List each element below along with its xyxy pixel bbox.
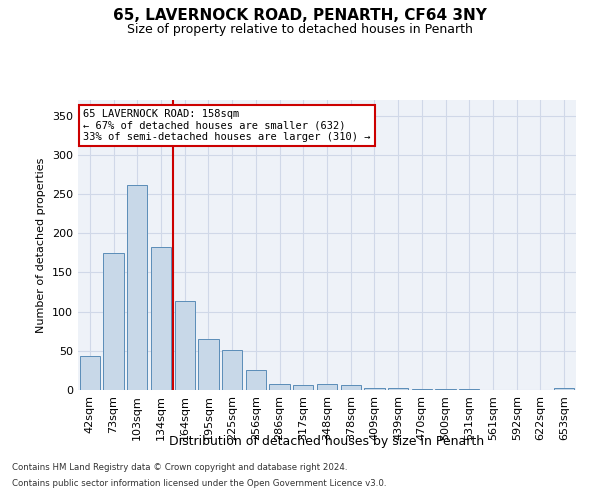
- Bar: [412, 389, 432, 390]
- Bar: [269, 384, 290, 390]
- Y-axis label: Number of detached properties: Number of detached properties: [37, 158, 46, 332]
- Bar: [436, 389, 455, 390]
- Bar: [246, 370, 266, 390]
- Bar: [199, 339, 218, 390]
- Bar: [341, 386, 361, 390]
- Text: Contains HM Land Registry data © Crown copyright and database right 2024.: Contains HM Land Registry data © Crown c…: [12, 464, 347, 472]
- Text: Distribution of detached houses by size in Penarth: Distribution of detached houses by size …: [169, 435, 485, 448]
- Bar: [103, 253, 124, 390]
- Text: Contains public sector information licensed under the Open Government Licence v3: Contains public sector information licen…: [12, 478, 386, 488]
- Bar: [293, 386, 313, 390]
- Bar: [127, 184, 148, 390]
- Text: 65 LAVERNOCK ROAD: 158sqm
← 67% of detached houses are smaller (632)
33% of semi: 65 LAVERNOCK ROAD: 158sqm ← 67% of detac…: [83, 108, 370, 142]
- Bar: [554, 388, 574, 390]
- Bar: [222, 350, 242, 390]
- Bar: [151, 246, 171, 390]
- Bar: [175, 302, 195, 390]
- Bar: [364, 388, 385, 390]
- Bar: [317, 384, 337, 390]
- Bar: [388, 388, 408, 390]
- Text: 65, LAVERNOCK ROAD, PENARTH, CF64 3NY: 65, LAVERNOCK ROAD, PENARTH, CF64 3NY: [113, 8, 487, 22]
- Bar: [80, 356, 100, 390]
- Text: Size of property relative to detached houses in Penarth: Size of property relative to detached ho…: [127, 22, 473, 36]
- Bar: [459, 389, 479, 390]
